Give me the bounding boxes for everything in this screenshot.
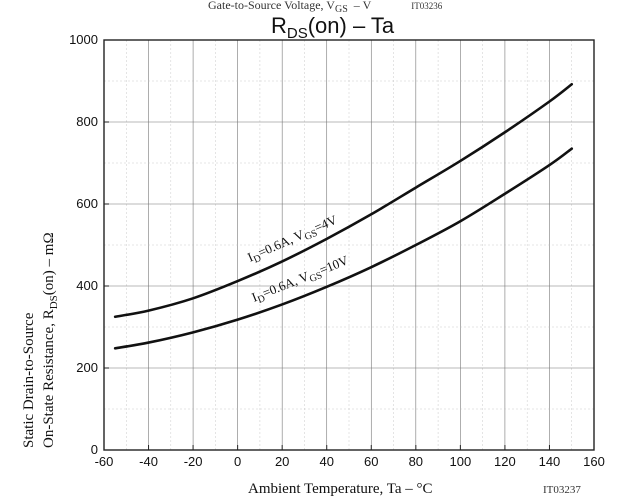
y-axis-label-line2: On-State Resistance, RDS(on) – mΩ [41, 232, 60, 448]
series-label-vgs10: ID=0.6A, VGS=10V [250, 252, 353, 307]
x-tick-label: 140 [539, 454, 561, 469]
y-tick-label: 600 [76, 196, 98, 211]
x-tick-label: 160 [583, 454, 605, 469]
axis-ticks: -60 -40 -20 0 20 40 60 80 100 120 140 160 0 200 400 600… [69, 32, 605, 469]
series-lines [113, 82, 574, 350]
figure-code: IT03237 [543, 484, 581, 496]
x-tick-label: -60 [95, 454, 114, 469]
x-tick-label: 40 [319, 454, 333, 469]
grid [104, 40, 594, 450]
top-caption: Gate-to-Source Voltage, VGS – V IT03236 [208, 0, 443, 15]
plot-frame [103, 39, 595, 451]
series-line-vgs4 [113, 82, 574, 319]
x-tick-label: -20 [184, 454, 203, 469]
chart-title: RDS(on) – Ta [271, 13, 395, 42]
x-tick-label: 100 [450, 454, 472, 469]
y-tick-label: 400 [76, 278, 98, 293]
x-tick-label: 120 [494, 454, 516, 469]
y-tick-label: 800 [76, 114, 98, 129]
y-tick-label: 200 [76, 360, 98, 375]
y-tick-label: 1000 [69, 32, 98, 47]
x-tick-label: 80 [409, 454, 423, 469]
x-axis-label: Ambient Temperature, Ta – °C [248, 481, 433, 497]
x-tick-label: 60 [364, 454, 378, 469]
x-tick-label: -40 [139, 454, 158, 469]
x-tick-label: 0 [234, 454, 241, 469]
x-tick-label: 20 [275, 454, 289, 469]
series-line-vgs10 [113, 147, 574, 350]
y-axis-label-line1: Static Drain-to-Source [21, 312, 37, 448]
y-tick-label: 0 [91, 442, 98, 457]
